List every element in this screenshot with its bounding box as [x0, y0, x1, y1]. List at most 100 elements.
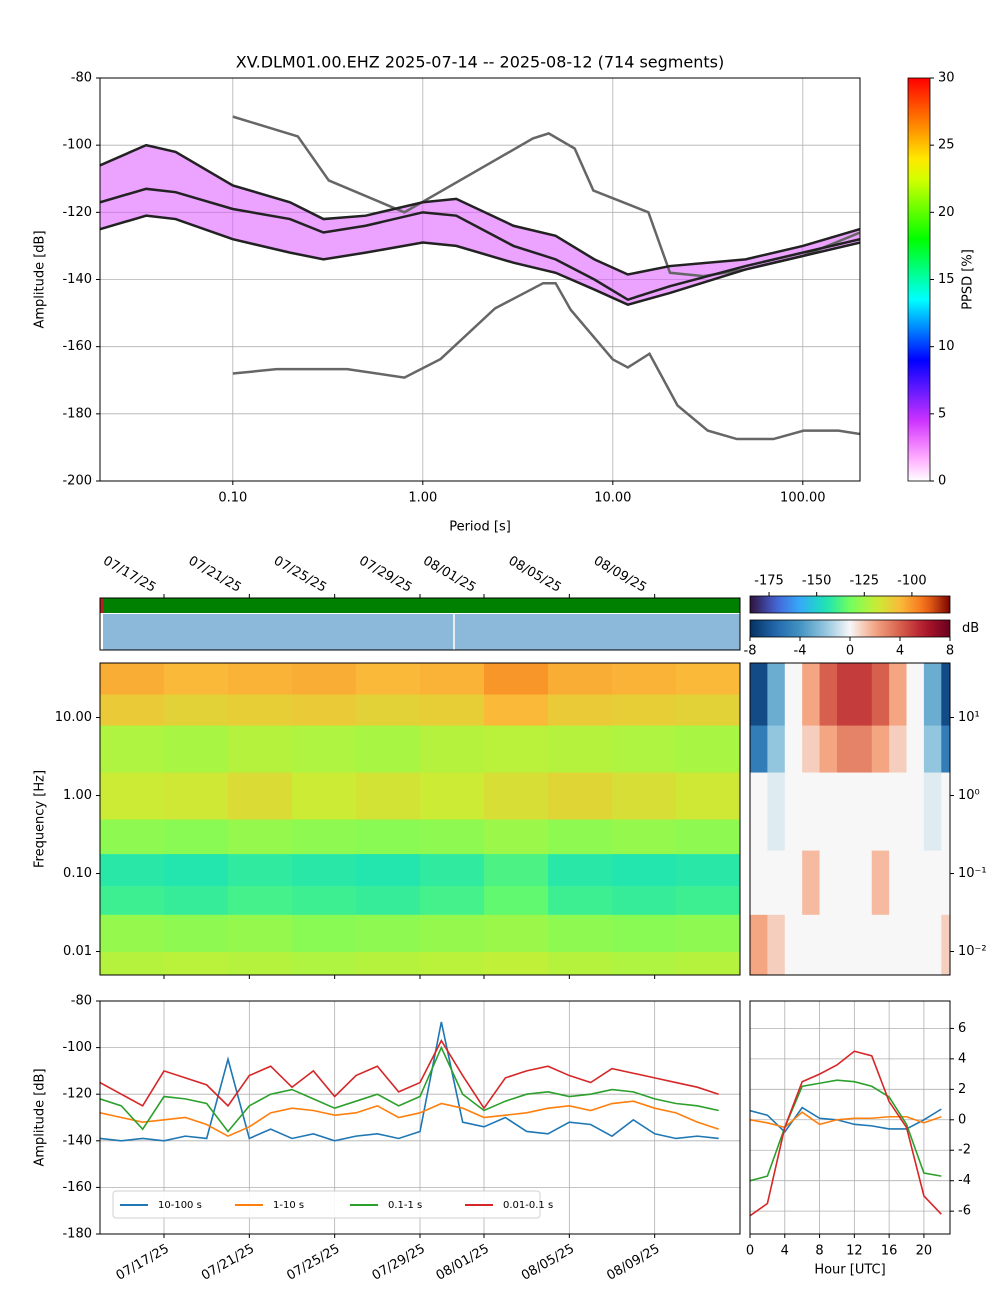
- chart-title: XV.DLM01.00.EHZ 2025-07-14 -- 2025-08-12…: [236, 53, 724, 72]
- y-tick-label: 6: [958, 1021, 966, 1036]
- marks: [100, 663, 740, 975]
- heatmap-cell: [356, 725, 421, 773]
- heatmap-cell: [356, 951, 421, 975]
- x-tick-label: 16: [881, 1244, 898, 1259]
- heatmap-cell: [356, 694, 421, 726]
- heatmap-cell: [889, 663, 908, 726]
- heatmap-cell: [228, 663, 293, 695]
- heatmap-cell: [420, 725, 485, 773]
- y-tick-label: 4: [958, 1051, 966, 1066]
- x-tick-label: 8: [815, 1244, 823, 1259]
- heatmap-cell: [356, 885, 421, 915]
- heatmap-cell: [484, 885, 549, 915]
- heatmap-cell: [871, 663, 890, 726]
- heatmap-cell: [750, 914, 768, 975]
- heatmap-cell: [228, 885, 293, 915]
- heatmap-cell: [164, 885, 229, 915]
- series-line: [750, 1050, 942, 1217]
- heatmap-cell: [356, 663, 421, 695]
- heatmap-cell: [164, 819, 229, 855]
- heatmap-cell: [612, 694, 677, 726]
- heatmap-cell: [906, 914, 925, 975]
- heatmap-cell: [802, 914, 821, 975]
- x-tick-label: 4: [781, 1244, 789, 1259]
- heatmap-cell: [784, 663, 803, 726]
- heatmap-cell: [871, 772, 890, 851]
- colorbar: [749, 595, 951, 614]
- y-tick-label: 10⁰: [958, 788, 980, 803]
- heatmap-cell: [676, 853, 740, 887]
- y-tick-label: -120: [62, 205, 92, 220]
- heatmap-cell: [854, 725, 873, 773]
- heatmap-cell: [420, 819, 485, 855]
- y-tick-label: 2: [958, 1082, 966, 1097]
- heatmap-cell: [292, 885, 357, 915]
- heatmap-cell: [612, 914, 677, 953]
- y-tick-label: -180: [62, 406, 92, 421]
- colorbar-tick-label: 8: [946, 644, 954, 659]
- heatmap-cell: [819, 725, 838, 773]
- colorbar-tick-label: -8: [744, 644, 757, 659]
- heatmap-cell: [871, 850, 890, 915]
- colorbar-label: PPSD [%]: [961, 249, 976, 310]
- heatmap-cell: [836, 850, 855, 915]
- heatmap-cell: [292, 725, 357, 773]
- heatmap-cell: [750, 772, 768, 851]
- y-tick-label: 0: [958, 1112, 966, 1127]
- plot-area: [100, 78, 860, 481]
- heatmap-cell: [854, 914, 873, 975]
- heatmap-cell: [356, 914, 421, 953]
- heatmap-cell: [164, 663, 229, 695]
- heatmap-cell: [802, 850, 821, 915]
- series-line: [100, 214, 860, 307]
- heatmap-cell: [164, 914, 229, 953]
- heatmap-cell: [484, 819, 549, 855]
- heatmap-cell: [164, 694, 229, 726]
- heatmap-cell: [819, 663, 838, 726]
- series-line: [750, 1111, 942, 1129]
- heatmap-cell: [100, 663, 165, 695]
- heatmap-cell: [854, 850, 873, 915]
- heatmap-cell: [941, 772, 950, 851]
- legend-label: 1-10 s: [273, 1200, 304, 1211]
- heatmap-cell: [100, 819, 165, 855]
- heatmap-cell: [164, 725, 229, 773]
- marks: [100, 1021, 719, 1142]
- heatmap-cell: [941, 914, 950, 975]
- heatmap-cell: [767, 725, 786, 773]
- y-tick-label: -4: [958, 1173, 971, 1188]
- heatmap-cell: [484, 951, 549, 975]
- heatmap-cell: [784, 725, 803, 773]
- colorbar-tick-label: 25: [938, 138, 955, 153]
- colorbar-tick-label: -4: [794, 644, 807, 659]
- series-line: [100, 1021, 719, 1142]
- heatmap-cell: [612, 951, 677, 975]
- series-line: [750, 1079, 942, 1182]
- colorbar-tick-label: 20: [938, 205, 955, 220]
- heatmap-cell: [228, 951, 293, 975]
- series-line: [100, 1100, 719, 1138]
- y-tick-label: 1.00: [63, 788, 92, 803]
- y-tick-label: -6: [958, 1204, 971, 1219]
- y-axis-label: Amplitude [dB]: [33, 230, 48, 328]
- legend-label: 0.01-0.1 s: [503, 1200, 553, 1211]
- heatmap-cell: [100, 772, 165, 820]
- heatmap-cell: [802, 663, 821, 726]
- legend-label: 10-100 s: [158, 1200, 202, 1211]
- y-axis-label: Amplitude [dB]: [33, 1068, 48, 1166]
- heatmap-cell: [228, 725, 293, 773]
- heatmap-cell: [906, 772, 925, 851]
- y-tick-label: 0.10: [63, 866, 92, 881]
- colorbar-tick-label: 0: [938, 474, 946, 489]
- heatmap-cell: [100, 853, 165, 887]
- heatmap-cell: [854, 663, 873, 726]
- heatmap-cell: [612, 663, 677, 695]
- heatmap-cell: [836, 772, 855, 851]
- heatmap-cell: [889, 914, 908, 975]
- heatmap-cell: [484, 853, 549, 887]
- heatmap-cell: [750, 725, 768, 773]
- marks: [750, 663, 950, 975]
- heatmap-cell: [836, 725, 855, 773]
- heatmap-cell: [750, 663, 768, 726]
- colorbar-label: dB: [962, 621, 979, 636]
